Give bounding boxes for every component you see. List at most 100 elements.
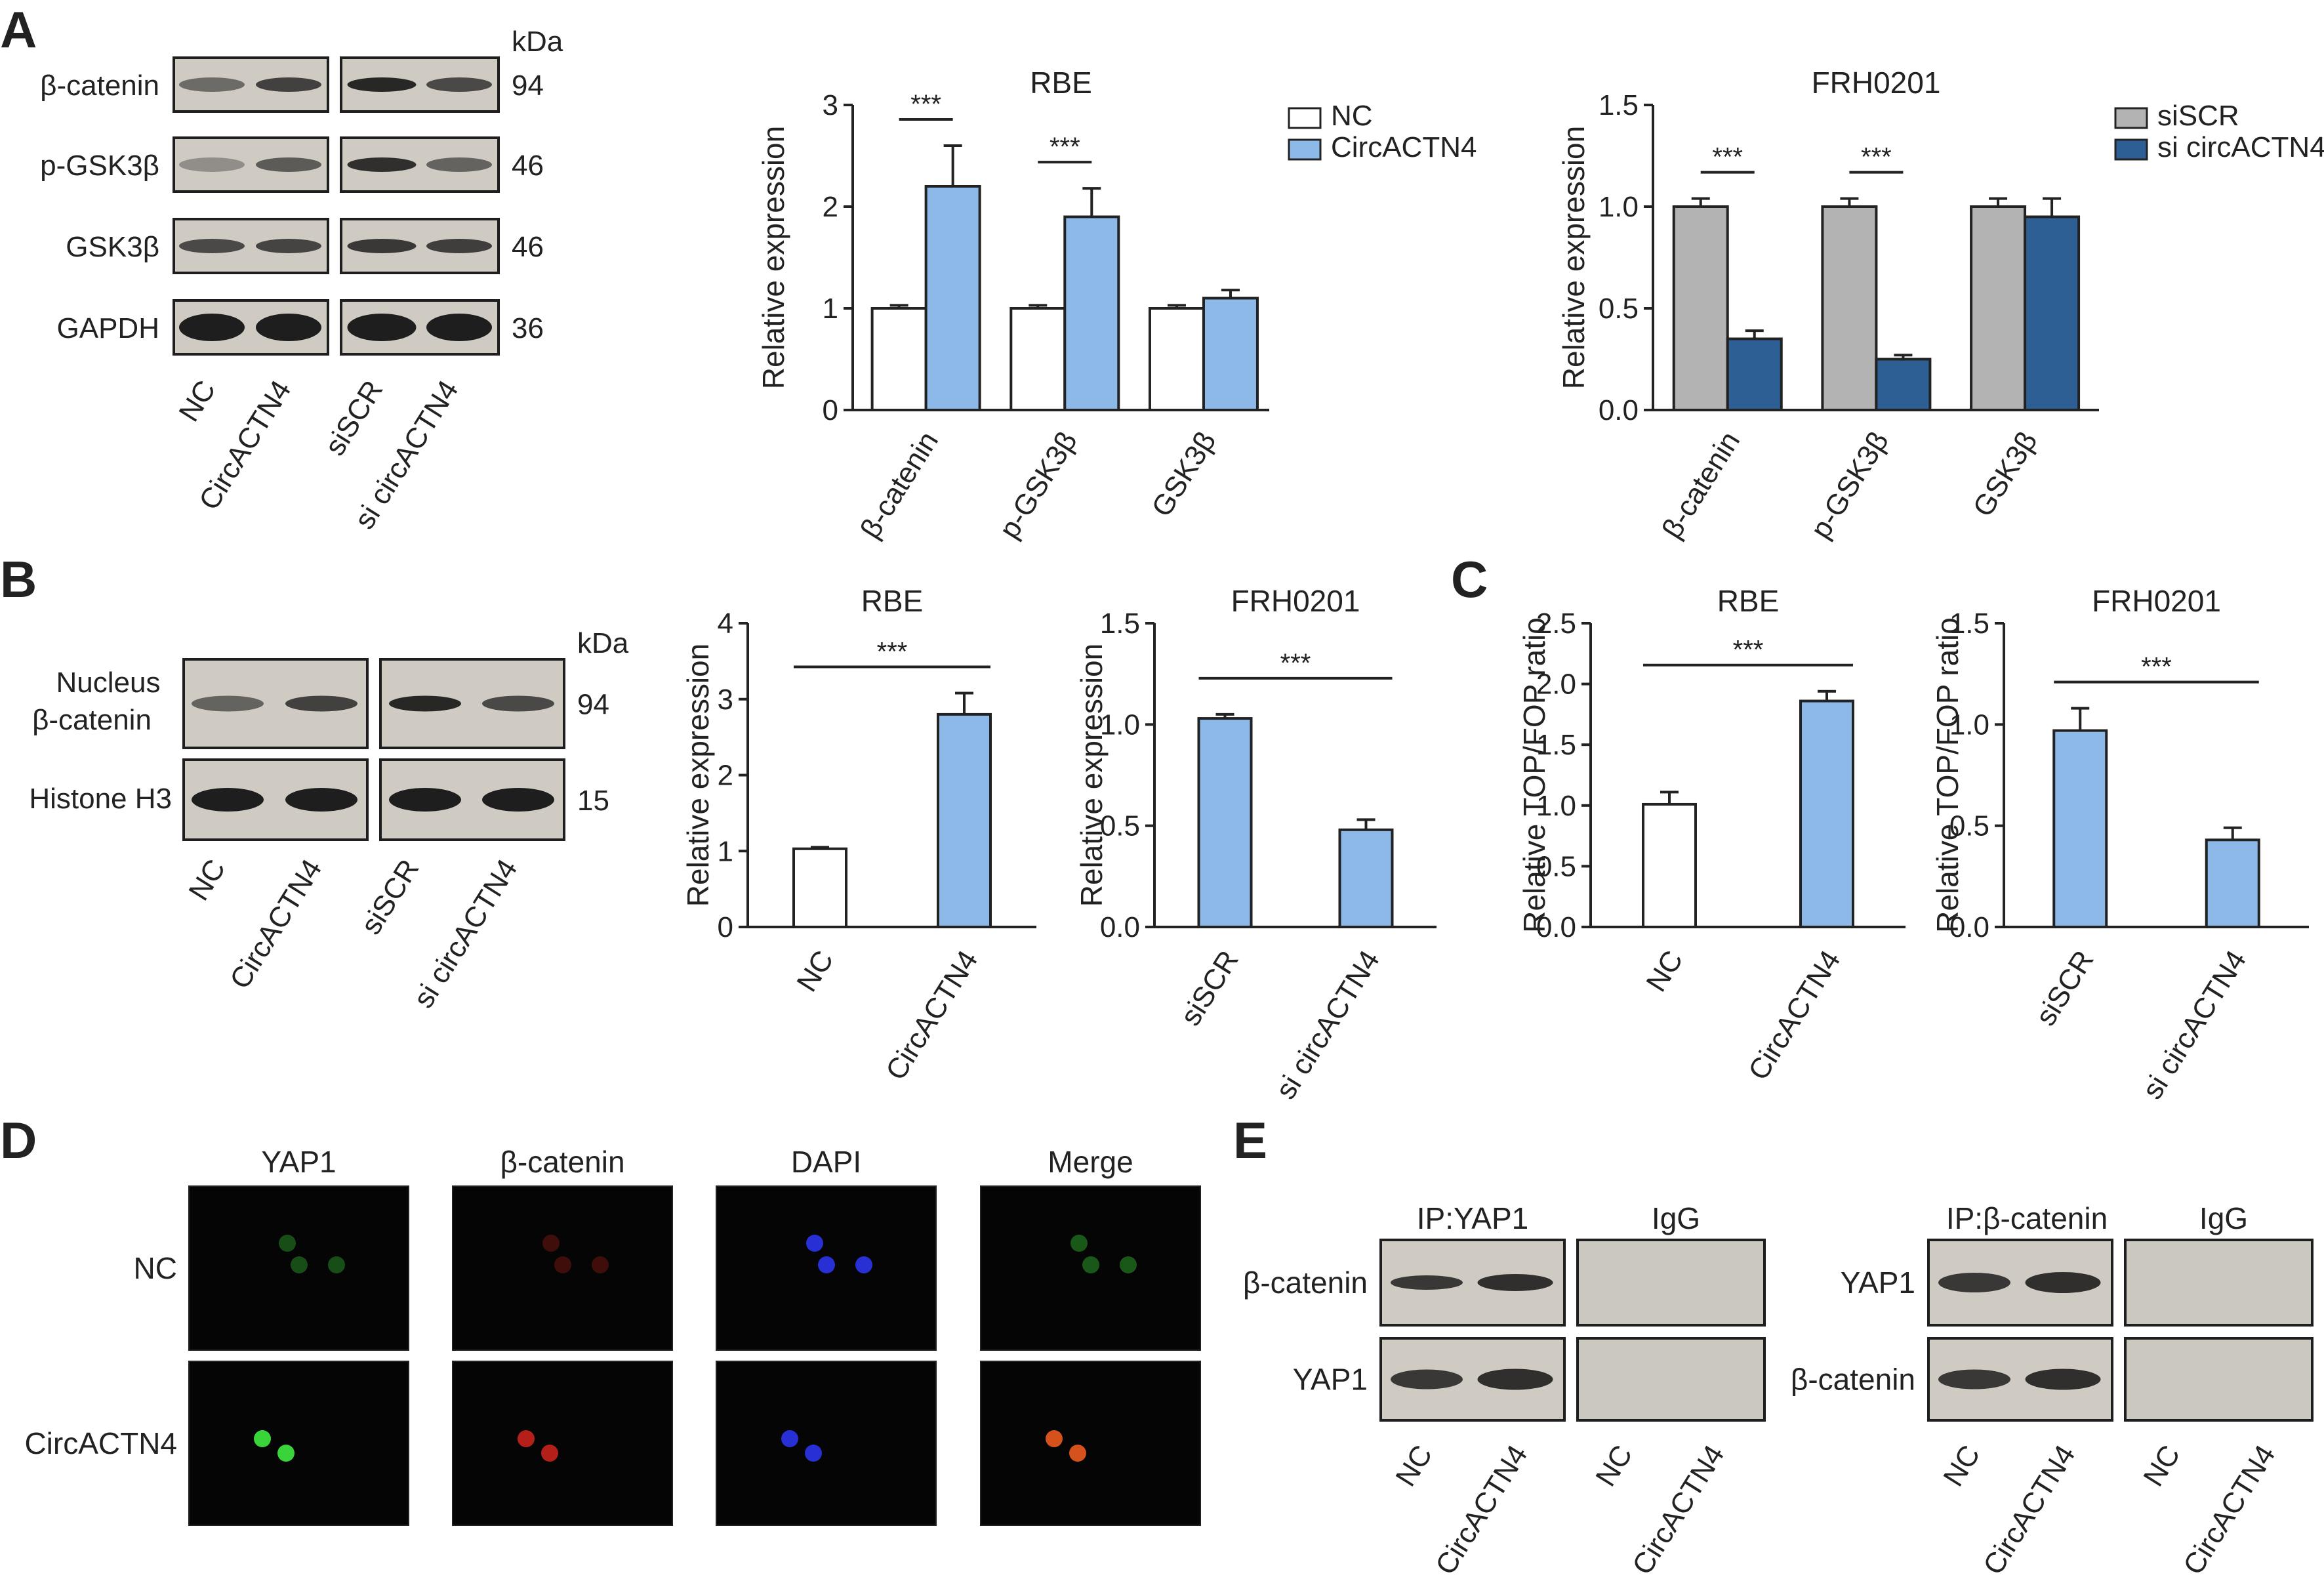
chart-title: RBE [1030,66,1092,100]
blot-lane-label: CircACTN4 [224,854,328,995]
coip-header: IgG [1652,1201,1700,1235]
legend-entry: si circACTN4 [2157,131,2324,163]
cell-nucleus [805,1445,822,1462]
bar [1148,307,1205,411]
blot-kda-value: 15 [577,785,609,817]
cell-nucleus [1046,1430,1063,1447]
legend-entry: CircACTN4 [1331,131,1477,163]
y-tick-label: 0.0 [1949,911,1989,943]
y-tick-label: 0.0 [1536,911,1576,943]
y-tick-label: 0.5 [1949,810,1989,842]
bar [1875,358,1932,411]
cell-nucleus [291,1256,308,1273]
x-tick-label: NC [1640,945,1689,997]
x-tick-label: CircACTN4 [880,945,984,1086]
legend-swatch [1288,138,1322,161]
microscopy-column-label: YAP1 [261,1145,336,1179]
legend-entry: NC [1331,100,1373,132]
y-tick-label: 1 [718,835,733,867]
band [389,788,461,812]
coip-lane-label: NC [1589,1439,1639,1492]
panel-label-C: C [1451,550,1488,608]
band [179,157,245,172]
band [426,157,492,172]
band [256,157,321,172]
band [179,314,245,341]
x-tick-label: p-GSK3β [1804,426,1895,544]
bar [1338,828,1394,928]
microscopy-image [452,1185,673,1351]
band [426,314,492,341]
microscopy-column-label: DAPI [791,1145,861,1179]
cell-nucleus [818,1256,835,1273]
cell-nucleus [806,1235,823,1252]
microscopy-column-label: Merge [1048,1145,1133,1179]
band [285,695,357,712]
blot-row-label: p-GSK3β [40,150,159,182]
x-tick-label: β-catenin [1656,426,1746,544]
cell-nucleus [328,1256,345,1273]
band [256,314,321,341]
coip-header: IP:YAP1 [1417,1201,1528,1235]
y-tick-label: 2.5 [1536,607,1576,640]
coip-row-label: β-catenin [1243,1266,1368,1300]
blot-lane-label: siSCR [355,854,426,940]
significance-label: *** [1733,636,1764,665]
microscopy-column-label: β-catenin [500,1145,624,1179]
coip-igg-box [2124,1239,2314,1327]
y-axis-label: Relative expression [681,644,715,907]
blot-lane-label: si circACTN4 [407,854,524,1014]
coip-row-label: YAP1 [1293,1363,1368,1397]
chart-title: RBE [1717,584,1780,618]
significance-label: *** [1712,143,1743,172]
y-tick-label: 1.5 [1536,729,1576,761]
coip-lane-label: NC [1937,1439,1986,1492]
band [1391,1369,1463,1389]
microscopy-image [980,1361,1201,1526]
cell-nucleus [277,1445,295,1462]
y-axis-label: Relative TOP/FOP ratio [1930,617,1965,933]
coip-row-label: YAP1 [1841,1266,1915,1300]
band [482,788,554,812]
bar [1672,205,1729,411]
cell-nucleus [781,1430,798,1447]
y-tick-label: 1.5 [1100,607,1140,640]
cell-nucleus [518,1430,535,1447]
x-tick-label: p-GSK3β [993,426,1084,544]
coip-header: IgG [2199,1201,2248,1235]
coip-igg-box [1576,1239,1766,1327]
microscopy-image [980,1185,1201,1351]
blot-row-label: GSK3β [66,231,159,263]
x-tick-label: siSCR [1174,945,1245,1031]
y-tick-label: 1.0 [1536,790,1576,822]
y-tick-label: 0.0 [1100,911,1140,943]
band [482,695,554,712]
microscopy-row-label: CircACTN4 [24,1426,177,1460]
microscopy-image [452,1361,673,1526]
x-tick-label: si circACTN4 [2136,945,2253,1105]
band [426,239,492,253]
significance-label: *** [877,637,908,666]
bar [1642,802,1697,928]
y-tick-label: 2 [718,760,733,792]
bar [2052,729,2108,929]
bar [2205,838,2260,928]
bar [1799,699,1854,928]
chart-title: FRH0201 [2092,584,2221,618]
blot-row-label: β-catenin [40,70,159,102]
x-tick-label: siSCR [2029,945,2100,1031]
coip-igg-box [2124,1337,2314,1422]
y-tick-label: 0 [823,394,838,426]
cell-nucleus [1069,1445,1086,1462]
legend-swatch [2114,138,2148,161]
blot-kda-value: 36 [512,312,544,344]
x-tick-label: β-catenin [854,426,945,544]
x-tick-label: CircACTN4 [1742,945,1846,1086]
bar [1202,297,1259,411]
x-tick-label: GSK3β [1145,426,1222,522]
bar [1726,337,1783,411]
cell-nucleus [592,1256,609,1273]
band [256,239,321,253]
